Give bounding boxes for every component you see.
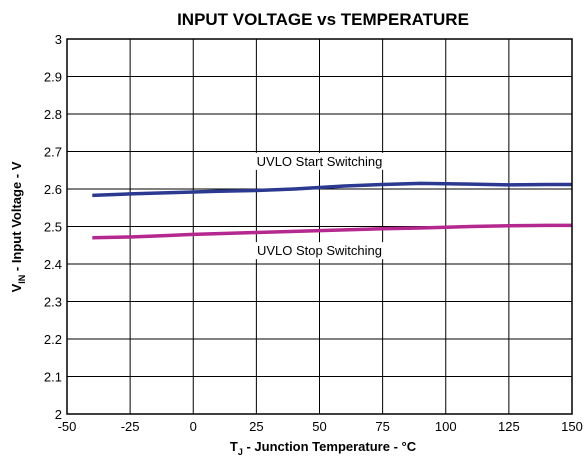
x-tick-label: 125 — [498, 419, 520, 434]
annotation-text: UVLO Start Switching — [257, 154, 383, 169]
annotation-text: UVLO Stop Switching — [257, 243, 382, 258]
annotation: UVLO Start Switching — [252, 152, 387, 170]
y-tick-label: 3 — [55, 32, 62, 47]
y-axis-label-main: V — [9, 283, 24, 292]
y-tick-label: 2.4 — [44, 257, 62, 272]
chart-title: INPUT VOLTAGE vs TEMPERATURE — [177, 10, 469, 29]
x-tick-label: 0 — [190, 419, 197, 434]
y-tick-label: 2.7 — [44, 145, 62, 160]
x-tick-label: 75 — [375, 419, 389, 434]
y-axis-label-sub: IN — [17, 275, 27, 284]
y-tick-label: 2 — [55, 407, 62, 422]
x-tick-label: 100 — [435, 419, 457, 434]
x-axis-label-main: T — [230, 439, 238, 454]
x-tick-label: 50 — [312, 419, 326, 434]
annotation-background — [252, 152, 387, 170]
x-tick-label: -50 — [58, 419, 77, 434]
x-axis-label: TJ - Junction Temperature - °C — [230, 439, 417, 457]
y-tick-label: 2.9 — [44, 70, 62, 85]
series-line-uvlo-start — [92, 181, 572, 198]
y-tick-label: 2.6 — [44, 182, 62, 197]
y-tick-label: 2.8 — [44, 107, 62, 122]
series-group — [92, 181, 572, 240]
grid — [66, 38, 573, 415]
y-tick-label: 2.5 — [44, 220, 62, 235]
x-axis-label-sub: J — [238, 447, 243, 457]
y-axis-label-rest: - Input Voltage - V — [9, 161, 24, 274]
series-line-uvlo-stop — [92, 223, 572, 240]
tick-labels: -50 -25 0 25 50 75 100 125 150 2 2.1 2.2 2.3 2.4 2.5 2.… — [44, 32, 583, 434]
y-tick-label: 2.2 — [44, 332, 62, 347]
x-axis-label-rest: - Junction Temperature - °C — [243, 439, 417, 454]
y-tick-label: 2.1 — [44, 370, 62, 385]
x-tick-label: 25 — [249, 419, 263, 434]
annotation-background — [252, 242, 387, 260]
x-tick-label: -25 — [121, 419, 140, 434]
y-axis-label: VIN - Input Voltage - V — [9, 161, 27, 292]
plot-frame — [66, 38, 573, 415]
annotation: UVLO Stop Switching — [252, 242, 387, 260]
annotations: UVLO Start Switching UVLO Stop Switching — [252, 152, 387, 260]
y-tick-label: 2.3 — [44, 295, 62, 310]
x-tick-label: 150 — [561, 419, 583, 434]
